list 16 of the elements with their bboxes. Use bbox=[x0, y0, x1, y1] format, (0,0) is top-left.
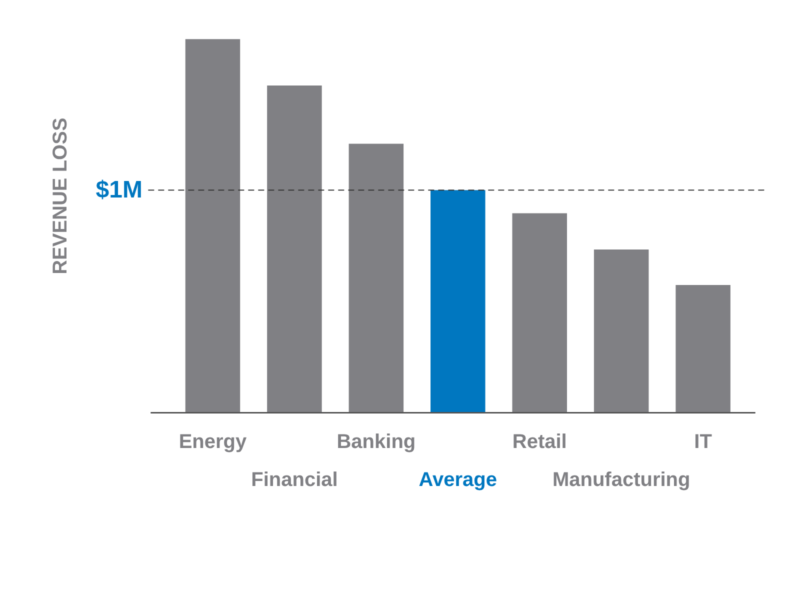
x-tick-label: Manufacturing bbox=[552, 468, 690, 491]
bar bbox=[185, 39, 240, 413]
ref-line-label: $1M bbox=[96, 176, 142, 204]
bar bbox=[676, 284, 730, 413]
bar bbox=[267, 85, 322, 413]
x-tick-label: Energy bbox=[178, 430, 248, 453]
x-tick-label: Banking bbox=[336, 430, 416, 453]
bar bbox=[430, 190, 486, 413]
bar bbox=[512, 213, 567, 413]
bar bbox=[348, 144, 404, 413]
x-tick-label: Financial bbox=[251, 468, 338, 491]
y-axis-title: REVENUE LOSS bbox=[50, 118, 72, 274]
x-tick-label: Average bbox=[418, 468, 498, 491]
x-tick-label: Retail bbox=[512, 430, 567, 453]
bar bbox=[594, 249, 649, 413]
x-tick-label: IT bbox=[694, 430, 712, 453]
